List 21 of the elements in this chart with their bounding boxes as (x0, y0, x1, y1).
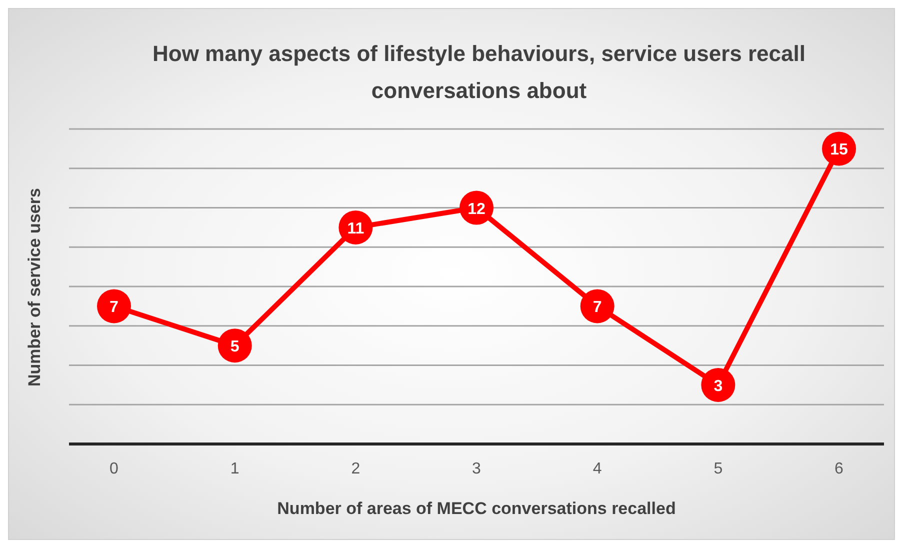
x-tick-label: 3 (472, 460, 482, 478)
chart-title: How many aspects of lifestyle behaviours, service users recall conversations about (152, 40, 806, 105)
point (218, 328, 252, 363)
data-label: 7 (110, 299, 119, 316)
data-label: 11 (347, 220, 364, 238)
point (97, 289, 131, 324)
y-axis-title: Number of service users (25, 188, 44, 386)
data-label: 15 (830, 142, 848, 159)
x-tick-label: 1 (230, 460, 240, 478)
point (580, 289, 614, 324)
point (701, 368, 736, 402)
x-tick-label: 6 (834, 460, 844, 478)
data-label: 7 (592, 299, 602, 316)
data-label: 3 (714, 378, 723, 395)
x-tick-label: 4 (592, 460, 602, 478)
data-label: 12 (468, 200, 486, 218)
x-tick-label: 0 (110, 460, 119, 478)
x-axis-title: Number of areas of MECC conversations recalled (277, 499, 676, 518)
x-tick-label: 5 (714, 460, 723, 478)
x-tick-label: 2 (351, 460, 360, 478)
data-label: 5 (230, 338, 240, 356)
